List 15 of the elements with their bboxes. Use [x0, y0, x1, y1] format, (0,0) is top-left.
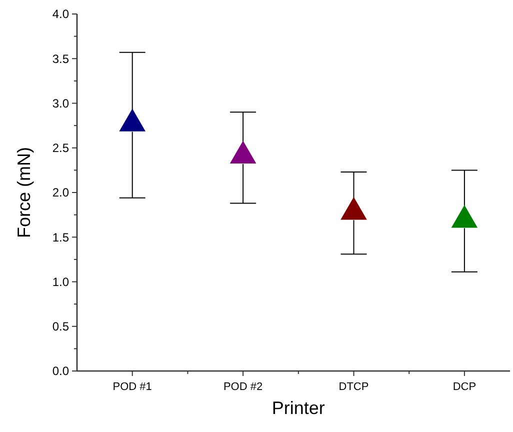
y-tick-label: 0.5	[52, 320, 70, 334]
x-axis-title: Printer	[272, 398, 325, 418]
x-tick-label: DCP	[452, 381, 476, 393]
y-tick-label: 0.0	[52, 364, 70, 378]
x-tick-label: POD #1	[112, 381, 152, 393]
y-tick-label: 3.5	[52, 52, 70, 66]
y-tick-label: 3.0	[52, 96, 70, 110]
y-tick-label: 1.5	[52, 230, 70, 244]
x-tick-label: DTCP	[338, 381, 369, 393]
y-tick-label: 2.5	[52, 141, 70, 156]
y-tick-label: 4.0	[52, 7, 70, 22]
y-tick-label: 1.0	[52, 274, 70, 289]
y-axis-title: Force (mN)	[14, 147, 34, 238]
y-tick-label: 2.0	[52, 186, 70, 200]
x-tick-label: POD #2	[223, 381, 263, 393]
